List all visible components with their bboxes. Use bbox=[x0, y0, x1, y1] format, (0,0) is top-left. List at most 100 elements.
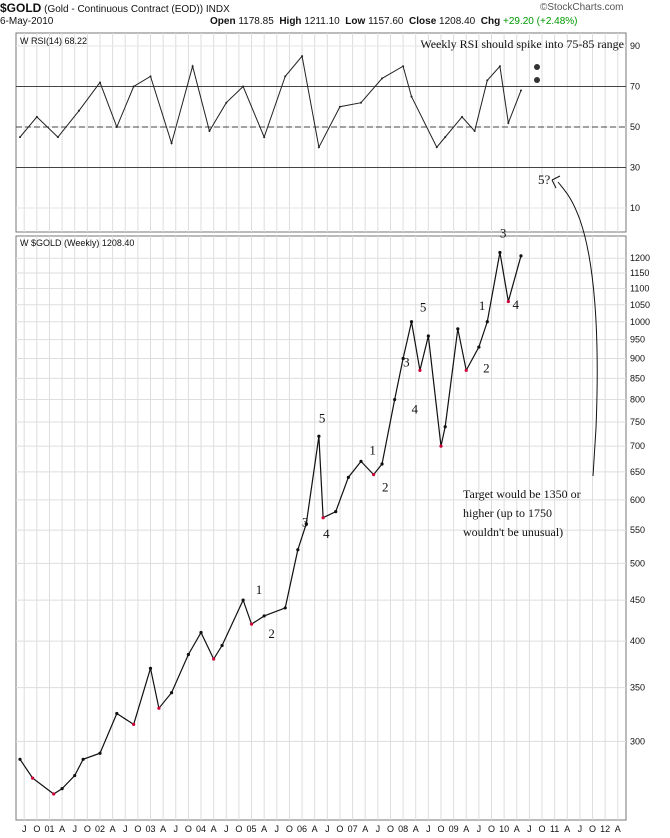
price-line bbox=[19, 252, 522, 795]
price-point bbox=[60, 787, 64, 791]
exchange: INDX bbox=[205, 4, 230, 15]
rsi-point bbox=[149, 75, 152, 78]
x-tick-label: 03 bbox=[145, 824, 155, 834]
price-tick-label: 650 bbox=[630, 467, 645, 477]
x-tick-label: 04 bbox=[196, 824, 206, 834]
rsi-point bbox=[435, 146, 438, 149]
x-tick-label: O bbox=[185, 824, 192, 834]
rsi-point bbox=[402, 65, 405, 68]
x-tick-label: 12 bbox=[600, 824, 610, 834]
brand: ©StockCharts.com bbox=[540, 2, 624, 13]
chg-value: +29.20 (+2.48%) bbox=[503, 16, 578, 27]
x-tick-label: 09 bbox=[449, 824, 459, 834]
x-tick-label: J bbox=[426, 824, 431, 834]
x-tick-label: 06 bbox=[297, 824, 307, 834]
wave-label: 2 bbox=[382, 479, 389, 494]
rsi-point bbox=[191, 65, 194, 68]
x-tick-label: 11 bbox=[550, 824, 559, 834]
high-value: 1211.10 bbox=[304, 16, 340, 27]
rsi-point bbox=[242, 85, 245, 88]
price-tick-label: 1200 bbox=[630, 253, 650, 263]
price-point bbox=[519, 254, 523, 258]
x-tick-label: J bbox=[325, 824, 330, 834]
x-tick-label: 10 bbox=[499, 824, 509, 834]
price-point bbox=[359, 459, 363, 463]
close-label: Close bbox=[409, 16, 437, 27]
x-tick-label: O bbox=[84, 824, 91, 834]
x-tick-label: O bbox=[589, 824, 596, 834]
rsi-point bbox=[19, 136, 21, 139]
target-arrowhead bbox=[551, 175, 561, 189]
rsi-point bbox=[208, 130, 211, 133]
wave-label: 2 bbox=[483, 360, 490, 375]
rsi-tick-label: 70 bbox=[630, 82, 640, 92]
x-tick-label: 01 bbox=[44, 824, 54, 834]
price-point bbox=[477, 345, 481, 349]
rsi-tick-label: 30 bbox=[630, 163, 640, 173]
rsi-point bbox=[317, 146, 320, 149]
x-tick-label: J bbox=[174, 824, 179, 834]
price-point bbox=[372, 473, 376, 477]
price-point bbox=[169, 691, 174, 695]
price-panel-frame bbox=[15, 235, 627, 821]
x-tick-label: O bbox=[488, 824, 495, 834]
price-point bbox=[283, 606, 287, 610]
price-point bbox=[485, 320, 489, 324]
x-tick-label: 07 bbox=[348, 824, 358, 834]
price-point bbox=[464, 368, 468, 372]
description: (Gold - Continuous Contract (EOD)) bbox=[44, 4, 204, 15]
x-tick-label: A bbox=[160, 824, 166, 834]
price-tick-label: 950 bbox=[630, 335, 645, 345]
x-tick-label: O bbox=[33, 824, 40, 834]
open-value: 1178.85 bbox=[238, 16, 274, 27]
price-title: W $GOLD (Weekly) 1208.40 bbox=[20, 238, 134, 248]
rsi-point bbox=[35, 115, 38, 118]
close-value: 1208.40 bbox=[439, 16, 476, 27]
x-tick-label: A bbox=[413, 824, 419, 834]
wave-label: 3 bbox=[403, 354, 410, 369]
rsi-point bbox=[359, 101, 362, 104]
x-tick-label: J bbox=[123, 824, 128, 834]
price-point bbox=[186, 652, 190, 657]
x-tick-label: A bbox=[514, 824, 520, 834]
price-tick-label: 1050 bbox=[630, 300, 650, 310]
brand-text: ©StockCharts.com bbox=[540, 2, 624, 13]
rsi-point bbox=[519, 89, 522, 92]
price-point bbox=[241, 598, 245, 602]
x-tick-label: A bbox=[59, 824, 65, 834]
price-point bbox=[98, 751, 102, 755]
price-point bbox=[73, 773, 77, 778]
rsi-point bbox=[225, 101, 228, 104]
price-point bbox=[393, 397, 397, 402]
high-label: High bbox=[279, 16, 302, 27]
low-value: 1157.60 bbox=[368, 16, 404, 27]
price-point bbox=[199, 630, 203, 635]
x-tick-label: J bbox=[22, 824, 27, 834]
x-tick-label: 05 bbox=[247, 824, 257, 834]
price-tick-label: 800 bbox=[630, 395, 645, 405]
symbol: $GOLD bbox=[0, 1, 42, 15]
rsi-target-dot bbox=[534, 77, 540, 83]
target-arrow bbox=[557, 181, 598, 477]
price-tick-label: 1000 bbox=[630, 317, 650, 327]
wave-label: 5 bbox=[420, 299, 427, 314]
price-point bbox=[401, 356, 405, 361]
rsi-point bbox=[498, 65, 501, 68]
x-tick-label: J bbox=[376, 824, 381, 834]
x-tick-label: J bbox=[72, 824, 77, 834]
x-tick-label: J bbox=[477, 824, 482, 834]
target-annotation: Target would be 1350 or bbox=[463, 487, 581, 501]
rsi-point bbox=[507, 121, 510, 124]
x-tick-label: O bbox=[286, 824, 293, 834]
price-point bbox=[506, 299, 510, 304]
x-tick-label: A bbox=[362, 824, 368, 834]
wave-label: 3 bbox=[302, 515, 309, 530]
x-tick-label: O bbox=[336, 824, 343, 834]
rsi-point bbox=[410, 95, 413, 98]
price-tick-label: 400 bbox=[630, 636, 645, 646]
ohlc-row: Open 1178.85 High 1211.10 Low 1157.60 Cl… bbox=[210, 16, 578, 27]
wave-label: 1 bbox=[256, 582, 262, 597]
rsi-point bbox=[56, 136, 59, 139]
rsi-point bbox=[381, 77, 384, 80]
